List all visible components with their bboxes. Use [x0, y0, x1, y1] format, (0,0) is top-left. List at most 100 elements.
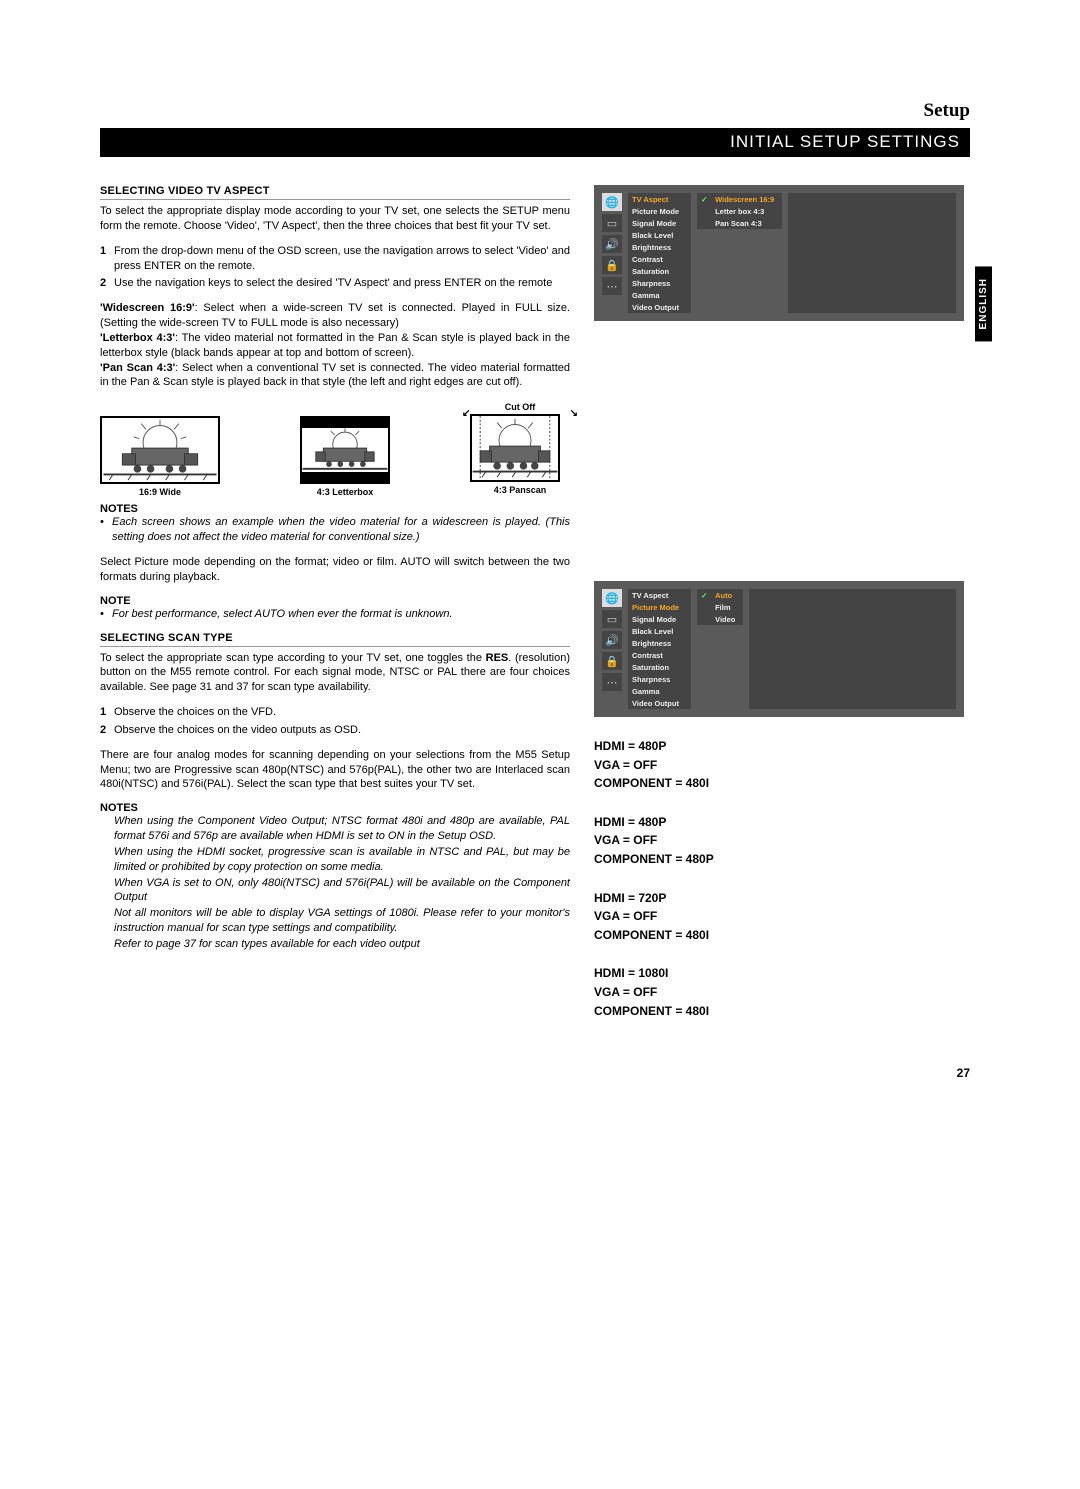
- note-para: When using the Component Video Output; N…: [114, 814, 570, 844]
- note-para: Not all monitors will be able to display…: [114, 906, 570, 936]
- mode-panscan: 'Pan Scan 4:3': Select when a convention…: [100, 361, 570, 391]
- osd-menu-item: Picture Mode: [628, 205, 691, 217]
- osd-option: Film: [697, 601, 743, 613]
- caption-wide: 16:9 Wide: [100, 487, 220, 497]
- step-1: 1 From the drop-down menu of the OSD scr…: [100, 244, 570, 274]
- analog-modes-text: There are four analog modes for scanning…: [100, 748, 570, 793]
- section2-steps: 1Observe the choices on the VFD. 2Observ…: [100, 705, 570, 738]
- train-illustration-icon: [102, 418, 218, 482]
- note-list: • For best performance, select AUTO when…: [100, 607, 570, 622]
- osd-menu-item: TV Aspect: [628, 589, 691, 601]
- osd-menu-item: Signal Mode: [628, 217, 691, 229]
- step-text: Use the navigation keys to select the de…: [114, 276, 570, 291]
- step-2: 2 Use the navigation keys to select the …: [100, 276, 570, 291]
- osd-screenshot-1: 🌐 ▭ 🔊 🔒 ⋯ TV Aspect Picture Mode Signal …: [594, 185, 964, 321]
- step-1: 1Observe the choices on the VFD.: [100, 705, 570, 720]
- note-heading: NOTE: [100, 595, 570, 607]
- notes-heading: NOTES: [100, 503, 570, 515]
- note-text: Each screen shows an example when the vi…: [112, 515, 570, 545]
- check-icon: ✓: [701, 195, 709, 204]
- diagram-letterbox: 4:3 Letterbox: [300, 402, 390, 497]
- vga-line: VGA = OFF: [594, 756, 964, 775]
- content-columns: SELECTING VIDEO TV ASPECT To select the …: [100, 185, 970, 1040]
- lock-icon: 🔒: [602, 256, 622, 274]
- notes2-block: When using the Component Video Output; N…: [100, 814, 570, 952]
- monitor-icon: ▭: [602, 214, 622, 232]
- step-text: From the drop-down menu of the OSD scree…: [114, 244, 570, 274]
- osd-option: Pan Scan 4:3: [697, 217, 782, 229]
- osd-menu-item: Sharpness: [628, 277, 691, 289]
- language-tab: ENGLISH: [975, 266, 992, 341]
- lock-icon: 🔒: [602, 652, 622, 670]
- bullet-icon: •: [100, 607, 112, 622]
- section1-heading: SELECTING VIDEO TV ASPECT: [100, 185, 570, 200]
- osd-option: ✓Auto: [697, 589, 743, 601]
- mode-letterbox: 'Letterbox 4:3': The video material not …: [100, 331, 570, 361]
- speaker-icon: 🔊: [602, 631, 622, 649]
- osd-option: Letter box 4:3: [697, 205, 782, 217]
- component-line: COMPONENT = 480I: [594, 774, 964, 793]
- osd-menu-item: Gamma: [628, 685, 691, 697]
- page: Setup INITIAL SETUP SETTINGS ENGLISH SEL…: [100, 100, 970, 1040]
- osd-menu-item: TV Aspect: [628, 193, 691, 205]
- notes2-heading: NOTES: [100, 802, 570, 814]
- step-number: 1: [100, 244, 114, 274]
- frame-letterbox: [300, 416, 390, 484]
- osd-menu-item: Brightness: [628, 241, 691, 253]
- subtitle-bar: INITIAL SETUP SETTINGS: [100, 128, 970, 157]
- mode-widescreen: 'Widescreen 16:9': Select when a wide-sc…: [100, 301, 570, 331]
- right-column: 🌐 ▭ 🔊 🔒 ⋯ TV Aspect Picture Mode Signal …: [594, 185, 964, 1040]
- osd-options-2: ✓Auto Film Video: [697, 589, 743, 709]
- osd-menu-1: TV Aspect Picture Mode Signal Mode Black…: [628, 193, 691, 313]
- osd-menu-item: Gamma: [628, 289, 691, 301]
- note-item: • For best performance, select AUTO when…: [100, 607, 570, 622]
- osd-option: Video: [697, 613, 743, 625]
- aspect-diagrams: 16:9 Wide: [100, 402, 570, 497]
- cut-off-label: ↙Cut Off↘: [470, 402, 570, 412]
- header: Setup: [100, 100, 970, 122]
- osd-menu-2: TV Aspect Picture Mode Signal Mode Black…: [628, 589, 691, 709]
- left-column: SELECTING VIDEO TV ASPECT To select the …: [100, 185, 570, 1040]
- osd-menu-item: Saturation: [628, 661, 691, 673]
- note-para: When using the HDMI socket, progressive …: [114, 845, 570, 875]
- osd-option: ✓Widescreen 16:9: [697, 193, 782, 205]
- osd-menu-item: Picture Mode: [628, 601, 691, 613]
- scan-mode-1: HDMI = 480P VGA = OFF COMPONENT = 480I: [594, 737, 964, 793]
- osd-menu-item: Video Output: [628, 697, 691, 709]
- note-item: • Each screen shows an example when the …: [100, 515, 570, 545]
- osd-menu-item: Black Level: [628, 625, 691, 637]
- setup-title: Setup: [100, 100, 970, 122]
- hdmi-line: HDMI = 480P: [594, 737, 964, 756]
- check-icon: ✓: [701, 591, 709, 600]
- step-2: 2Observe the choices on the video output…: [100, 723, 570, 738]
- scan-mode-2: HDMI = 480P VGA = OFF COMPONENT = 480P: [594, 813, 964, 869]
- vga-line: VGA = OFF: [594, 907, 964, 926]
- notes-list: • Each screen shows an example when the …: [100, 515, 570, 545]
- component-line: COMPONENT = 480I: [594, 1002, 964, 1021]
- note-text: For best performance, select AUTO when e…: [112, 607, 570, 622]
- misc-icon: ⋯: [602, 277, 622, 295]
- section1-intro: To select the appropriate display mode a…: [100, 204, 570, 234]
- aspect-modes: 'Widescreen 16:9': Select when a wide-sc…: [100, 301, 570, 390]
- page-number: 27: [957, 1066, 970, 1080]
- osd-icon-column: 🌐 ▭ 🔊 🔒 ⋯: [602, 589, 622, 709]
- step-number: 2: [100, 276, 114, 291]
- section2-heading: SELECTING SCAN TYPE: [100, 632, 570, 647]
- scan-mode-3: HDMI = 720P VGA = OFF COMPONENT = 480I: [594, 889, 964, 945]
- vga-line: VGA = OFF: [594, 983, 964, 1002]
- osd-menu-item: Contrast: [628, 253, 691, 265]
- frame-wide: [100, 416, 220, 484]
- caption-letterbox: 4:3 Letterbox: [300, 487, 390, 497]
- note-para: When VGA is set to ON, only 480i(NTSC) a…: [114, 876, 570, 906]
- globe-icon: 🌐: [602, 193, 622, 211]
- note-para: Refer to page 37 for scan types availabl…: [114, 937, 570, 952]
- component-line: COMPONENT = 480I: [594, 926, 964, 945]
- monitor-icon: ▭: [602, 610, 622, 628]
- component-line: COMPONENT = 480P: [594, 850, 964, 869]
- picture-mode-text: Select Picture mode depending on the for…: [100, 555, 570, 585]
- globe-icon: 🌐: [602, 589, 622, 607]
- section2-intro: To select the appropriate scan type acco…: [100, 651, 570, 696]
- caption-panscan: 4:3 Panscan: [470, 485, 570, 495]
- hdmi-line: HDMI = 720P: [594, 889, 964, 908]
- bullet-icon: •: [100, 515, 112, 545]
